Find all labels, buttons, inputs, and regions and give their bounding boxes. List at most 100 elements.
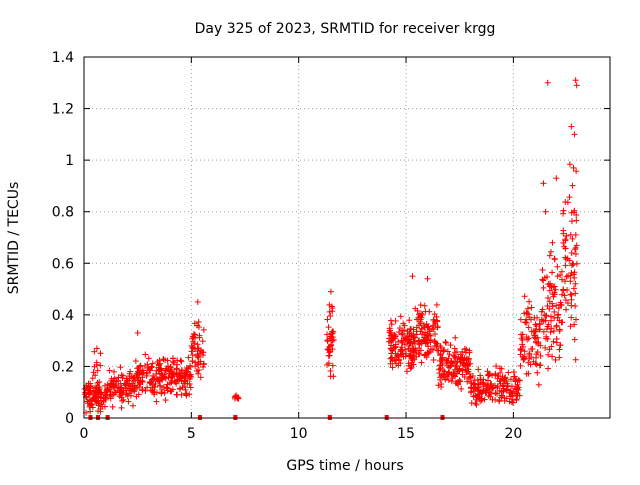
data-point — [466, 370, 473, 377]
data-point — [395, 362, 402, 369]
data-point — [544, 294, 551, 301]
data-point — [93, 345, 100, 352]
data-point — [423, 321, 430, 328]
data-point — [197, 358, 204, 365]
data-point — [397, 313, 404, 320]
y-tick-label: 0.2 — [52, 359, 74, 375]
data-point — [573, 260, 580, 267]
data-point — [132, 358, 139, 365]
data-point — [523, 319, 530, 326]
data-point — [558, 302, 565, 309]
data-point — [542, 208, 549, 215]
data-point — [525, 335, 532, 342]
data-point — [538, 316, 545, 323]
data-point — [82, 389, 89, 396]
data-point — [503, 395, 510, 402]
data-point — [475, 394, 482, 401]
data-point — [233, 392, 240, 399]
data-point — [566, 257, 573, 264]
data-point — [111, 389, 118, 396]
data-point — [468, 388, 475, 395]
data-point — [409, 357, 416, 364]
data-point — [188, 348, 195, 355]
data-point — [103, 386, 110, 393]
data-point — [111, 382, 118, 389]
data-point — [397, 351, 404, 358]
data-point — [533, 361, 540, 368]
data-point — [189, 358, 196, 365]
data-point — [537, 326, 544, 333]
data-point — [573, 242, 580, 249]
data-point — [558, 268, 565, 275]
data-point — [423, 334, 430, 341]
data-point — [182, 373, 189, 380]
data-point — [561, 292, 568, 299]
data-point — [542, 317, 549, 324]
data-point — [477, 398, 484, 405]
data-point — [325, 324, 332, 331]
data-point — [417, 320, 424, 327]
y-tick-label: 0.6 — [52, 256, 74, 272]
data-point — [471, 377, 478, 384]
data-point — [151, 391, 158, 398]
data-point — [93, 361, 100, 368]
x-tick-label: 15 — [397, 426, 415, 442]
data-point — [542, 344, 549, 351]
data-point — [327, 312, 334, 319]
data-point — [545, 365, 552, 372]
data-point — [437, 351, 444, 358]
data-point — [389, 364, 396, 371]
data-point — [174, 391, 181, 398]
data-point — [549, 353, 556, 360]
data-point — [544, 79, 551, 86]
data-point — [528, 304, 535, 311]
data-point — [546, 305, 553, 312]
plot-frame — [83, 56, 611, 419]
data-point — [461, 345, 468, 352]
data-point — [572, 244, 579, 251]
data-point — [545, 351, 552, 358]
data-point — [440, 372, 447, 379]
data-point — [135, 391, 142, 398]
data-point — [185, 354, 192, 361]
data-point — [528, 346, 535, 353]
data-point — [131, 388, 138, 395]
data-point — [539, 306, 546, 313]
data-point — [509, 396, 516, 403]
data-point — [181, 370, 188, 377]
data-point — [470, 380, 477, 387]
data-point — [552, 286, 559, 293]
data-point — [327, 348, 334, 355]
data-point — [497, 369, 504, 376]
data-point — [398, 337, 405, 344]
data-point — [178, 367, 185, 374]
data-point — [573, 217, 580, 224]
data-point — [568, 314, 575, 321]
data-point — [96, 385, 103, 392]
data-point — [545, 321, 552, 328]
data-point — [189, 335, 196, 342]
data-point — [540, 284, 547, 291]
data-point — [130, 375, 137, 382]
x-tick-label: 20 — [504, 426, 522, 442]
data-point — [156, 377, 163, 384]
data-point — [531, 332, 538, 339]
data-point — [572, 280, 579, 287]
data-point — [514, 385, 521, 392]
data-point — [571, 131, 578, 138]
data-point — [107, 395, 114, 402]
data-point — [506, 389, 513, 396]
data-point — [573, 168, 580, 175]
data-point — [118, 404, 125, 411]
data-point — [573, 316, 580, 323]
data-point — [453, 358, 460, 365]
data-point — [571, 336, 578, 343]
data-point — [425, 350, 432, 357]
data-point — [176, 386, 183, 393]
data-point — [145, 355, 152, 362]
data-point — [330, 336, 337, 343]
data-point — [433, 301, 440, 308]
y-axis-label: SRMTID / TECUs — [6, 182, 22, 295]
data-point — [553, 323, 560, 330]
y-tick-label: 1 — [65, 153, 74, 169]
